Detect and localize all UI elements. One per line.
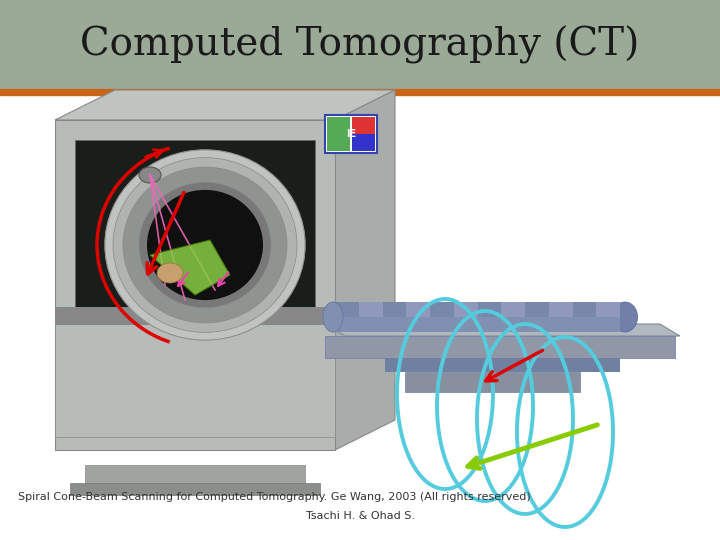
Ellipse shape <box>147 190 263 300</box>
Polygon shape <box>150 240 230 295</box>
Bar <box>477 302 501 317</box>
Ellipse shape <box>139 183 271 308</box>
Bar <box>70 483 320 495</box>
Ellipse shape <box>113 158 297 333</box>
Bar <box>335 302 620 332</box>
Ellipse shape <box>139 167 161 183</box>
Bar <box>75 140 315 321</box>
Bar <box>352 134 375 151</box>
Bar <box>572 302 596 317</box>
Text: Computed Tomography (CT): Computed Tomography (CT) <box>81 25 639 64</box>
Ellipse shape <box>123 167 287 323</box>
Bar <box>596 302 620 317</box>
Ellipse shape <box>105 150 305 340</box>
Bar <box>0 89 720 95</box>
Bar <box>385 358 620 372</box>
Ellipse shape <box>323 302 343 332</box>
Bar <box>405 372 580 392</box>
Polygon shape <box>55 90 395 120</box>
Bar <box>0 95 720 540</box>
Bar <box>382 302 406 317</box>
Bar <box>55 321 335 437</box>
Ellipse shape <box>157 263 183 283</box>
Ellipse shape <box>105 150 305 340</box>
Bar <box>359 302 382 317</box>
Text: Spiral Cone-Beam Scanning for Computed Tomography. Ge Wang, 2003 (All rights res: Spiral Cone-Beam Scanning for Computed T… <box>18 492 531 502</box>
Bar <box>352 117 375 134</box>
Bar <box>55 120 335 450</box>
Bar <box>525 302 549 317</box>
Text: IE: IE <box>346 129 356 139</box>
Bar <box>335 302 359 317</box>
Bar <box>55 307 335 325</box>
Polygon shape <box>325 324 680 336</box>
Bar <box>501 302 525 317</box>
Bar <box>327 117 350 151</box>
FancyBboxPatch shape <box>325 115 377 153</box>
Bar <box>325 336 675 358</box>
Ellipse shape <box>613 302 637 332</box>
Bar <box>549 302 572 317</box>
Bar <box>406 302 430 317</box>
Bar <box>0 0 720 89</box>
Bar <box>454 302 477 317</box>
Polygon shape <box>335 90 395 450</box>
Bar <box>430 302 454 317</box>
Bar <box>85 465 305 483</box>
Text: Tsachi H. & Ohad S.: Tsachi H. & Ohad S. <box>305 511 415 521</box>
